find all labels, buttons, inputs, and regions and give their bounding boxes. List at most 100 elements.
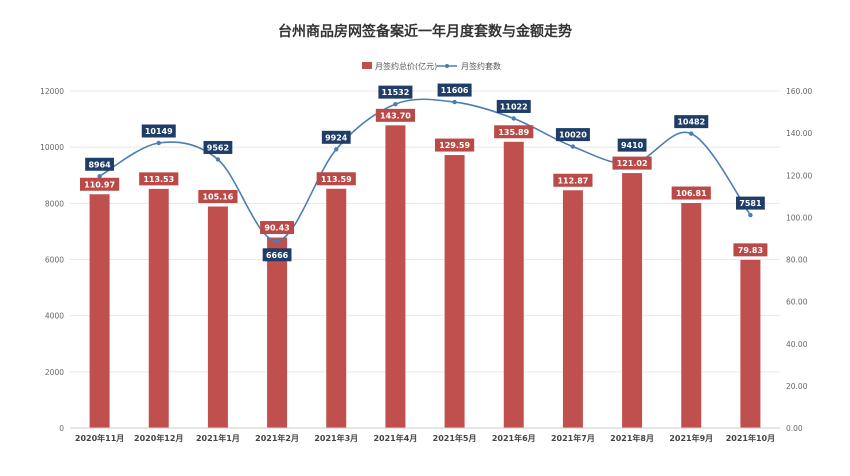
x-axis-tick: 2021年6月: [492, 433, 536, 443]
x-axis-tick: 2021年1月: [196, 433, 240, 443]
count-value-label: 9924: [325, 133, 348, 142]
bar-value-label-bg: [733, 243, 768, 257]
legend-label-line: 月签约套数: [461, 61, 501, 71]
x-axis-tick: 2021年3月: [314, 433, 358, 443]
bar-value-label-bg: [139, 172, 179, 186]
right-axis-tick: 140.00: [786, 129, 812, 138]
count-value-label: 7581: [739, 199, 762, 208]
bar-value-label: 113.53: [143, 175, 174, 184]
bar-value-label: 121.02: [617, 159, 648, 168]
x-axis-tick: 2021年8月: [610, 433, 654, 443]
right-axis-tick: 80.00: [786, 256, 808, 265]
data-labels: 110.97 113.53 105.16 90.43 113.59 143.70 129.5…: [79, 83, 768, 262]
right-axis-tick: 20.00: [786, 382, 808, 391]
right-axis-tick: 0.00: [786, 424, 803, 433]
bar-value-label-bg: [612, 156, 652, 170]
bar: [385, 125, 406, 428]
count-value-label: 10482: [677, 118, 705, 127]
bar: [622, 173, 643, 428]
line-point: [156, 140, 161, 146]
x-axis-tick: 2021年2月: [255, 433, 299, 443]
line-series: [97, 98, 753, 243]
line-point: [274, 238, 280, 243]
line-point: [452, 99, 457, 105]
bar-value-label-bg: [434, 138, 475, 152]
bar: [326, 188, 347, 428]
line-point: [748, 212, 753, 218]
bar: [148, 188, 169, 428]
count-value-label: 11606: [441, 86, 469, 95]
x-axis-tick: 2020年12月: [134, 433, 183, 443]
left-axis-tick: 12000: [40, 87, 64, 96]
bar-value-label-bg: [553, 173, 593, 187]
axes: 0 2000 4000 6000 8000 10000 12000 0.00 20.00 40.0…: [40, 87, 812, 443]
count-value-label: 9410: [621, 141, 644, 150]
bar-value-label-bg: [198, 190, 238, 204]
bar-value-label-bg: [260, 221, 295, 235]
count-value-label-bg: [321, 130, 351, 144]
left-axis-tick: 8000: [45, 199, 64, 208]
count-value-label-bg: [85, 157, 114, 171]
bar: [89, 194, 110, 428]
legend: 月签约总价(亿元) 月签约套数: [362, 61, 501, 71]
bar: [207, 206, 228, 428]
right-axis-tick: 120.00: [786, 171, 812, 180]
line-point: [215, 157, 221, 162]
legend-swatch-marker: [445, 64, 449, 68]
line-point: [393, 101, 398, 107]
left-axis-tick: 2000: [45, 368, 64, 377]
count-value-label-bg: [203, 140, 233, 154]
x-axis-tick: 2021年7月: [551, 433, 595, 443]
count-value-label-bg: [141, 124, 176, 138]
x-axis-tick: 2021年10月: [726, 433, 775, 443]
x-axis-tick: 2021年9月: [669, 433, 713, 443]
count-value-label-bg: [437, 83, 472, 97]
line-point: [570, 144, 576, 149]
left-axis-tick: 0: [59, 424, 64, 433]
count-value-label-bg: [674, 115, 709, 129]
bar-value-label: 129.59: [439, 141, 470, 150]
left-axis-tick: 4000: [45, 312, 64, 321]
x-axis-tick: 2021年4月: [373, 433, 417, 443]
x-axis-tick: 2021年5月: [433, 433, 477, 443]
count-line: [99, 98, 752, 242]
count-value-label-bg: [496, 99, 531, 113]
bar: [267, 237, 288, 428]
count-value-label: 11532: [381, 88, 409, 97]
bar: [740, 259, 761, 428]
right-axis-tick: 100.00: [786, 213, 812, 222]
count-value-label-bg: [736, 196, 765, 210]
left-axis-tick: 10000: [40, 143, 64, 152]
count-value-label: 11022: [500, 102, 528, 111]
right-axis-tick: 40.00: [786, 340, 808, 349]
line-point: [689, 131, 694, 136]
count-value-label: 6666: [266, 251, 289, 260]
bar-value-label-bg: [671, 186, 711, 200]
count-value-label-bg: [617, 138, 647, 152]
right-axis-tick: 60.00: [786, 298, 808, 307]
bar-value-label-bg: [79, 177, 120, 191]
bar: [444, 155, 465, 428]
bar-value-label: 110.97: [84, 180, 115, 189]
bar-value-label: 105.16: [202, 193, 233, 202]
line-point: [334, 147, 339, 152]
count-value-label-bg: [555, 128, 590, 142]
bar-value-label: 143.70: [380, 111, 411, 120]
right-axis-tick: 160.00: [786, 87, 812, 96]
chart-title: 台州商品房网签备案近一年月度套数与金额走势: [278, 23, 572, 40]
count-value-label-bg: [262, 248, 292, 262]
count-value-label: 10020: [559, 131, 587, 140]
bar-value-label: 112.87: [557, 176, 588, 185]
bar-series: [89, 125, 761, 429]
x-axis-tick: 2020年11月: [75, 433, 124, 443]
bar-value-label-bg: [494, 125, 534, 139]
bar: [562, 190, 583, 428]
count-value-label: 10149: [145, 127, 173, 136]
bar: [503, 141, 524, 429]
bar-value-label: 79.83: [738, 246, 763, 255]
legend-swatch-bar: [362, 62, 372, 69]
count-value-label-bg: [378, 85, 413, 99]
bar-value-label-bg: [316, 172, 356, 186]
